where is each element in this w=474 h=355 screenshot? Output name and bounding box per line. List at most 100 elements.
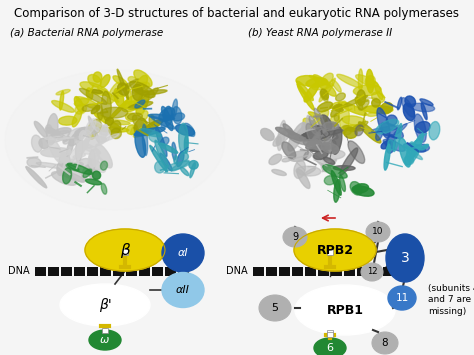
Ellipse shape xyxy=(319,78,336,102)
Ellipse shape xyxy=(302,122,305,131)
Ellipse shape xyxy=(155,140,168,168)
Ellipse shape xyxy=(380,103,392,114)
Ellipse shape xyxy=(80,137,106,148)
Ellipse shape xyxy=(73,154,85,158)
Ellipse shape xyxy=(82,165,90,179)
Ellipse shape xyxy=(79,131,85,140)
Ellipse shape xyxy=(372,332,398,354)
Ellipse shape xyxy=(361,263,383,281)
Ellipse shape xyxy=(330,115,339,124)
Ellipse shape xyxy=(5,70,225,210)
Ellipse shape xyxy=(334,107,343,111)
Ellipse shape xyxy=(132,115,151,135)
Ellipse shape xyxy=(383,139,405,151)
Ellipse shape xyxy=(323,165,347,178)
Ellipse shape xyxy=(135,100,145,108)
Bar xyxy=(305,267,316,276)
Ellipse shape xyxy=(384,144,390,170)
Ellipse shape xyxy=(27,158,41,168)
Ellipse shape xyxy=(337,74,362,88)
Ellipse shape xyxy=(134,70,152,87)
Bar xyxy=(383,267,394,276)
Ellipse shape xyxy=(148,114,174,120)
Ellipse shape xyxy=(275,127,304,141)
Bar xyxy=(331,267,342,276)
Ellipse shape xyxy=(159,143,178,153)
Ellipse shape xyxy=(353,184,368,193)
Ellipse shape xyxy=(134,127,165,136)
Ellipse shape xyxy=(36,162,67,169)
Ellipse shape xyxy=(89,148,99,167)
Ellipse shape xyxy=(60,284,150,326)
Ellipse shape xyxy=(172,160,189,171)
Ellipse shape xyxy=(334,180,340,202)
Ellipse shape xyxy=(173,113,184,121)
Ellipse shape xyxy=(304,168,316,175)
Ellipse shape xyxy=(46,114,58,145)
Bar xyxy=(253,267,264,276)
Ellipse shape xyxy=(303,118,316,132)
Ellipse shape xyxy=(339,101,349,133)
Ellipse shape xyxy=(322,160,337,172)
Ellipse shape xyxy=(60,91,64,110)
Ellipse shape xyxy=(114,88,124,107)
Text: RPB2: RPB2 xyxy=(317,244,354,257)
Ellipse shape xyxy=(98,87,118,102)
Text: 12: 12 xyxy=(367,268,377,277)
Ellipse shape xyxy=(162,234,204,272)
Ellipse shape xyxy=(339,175,346,191)
Ellipse shape xyxy=(348,141,365,163)
Ellipse shape xyxy=(297,81,313,100)
Text: αII: αII xyxy=(176,285,190,295)
Ellipse shape xyxy=(162,106,173,131)
Ellipse shape xyxy=(172,106,182,124)
Text: β: β xyxy=(120,242,130,257)
Ellipse shape xyxy=(386,234,424,282)
Ellipse shape xyxy=(332,127,342,154)
Ellipse shape xyxy=(410,103,435,112)
Text: 6: 6 xyxy=(327,343,334,353)
Ellipse shape xyxy=(294,121,313,140)
Ellipse shape xyxy=(429,121,440,140)
Ellipse shape xyxy=(316,139,329,154)
Ellipse shape xyxy=(336,93,346,101)
Ellipse shape xyxy=(155,127,167,157)
Bar xyxy=(357,267,368,276)
Ellipse shape xyxy=(45,136,68,140)
Ellipse shape xyxy=(48,138,63,163)
Ellipse shape xyxy=(358,122,381,143)
Ellipse shape xyxy=(282,158,291,162)
Bar xyxy=(113,267,124,276)
Ellipse shape xyxy=(75,137,83,162)
Ellipse shape xyxy=(91,90,102,93)
Ellipse shape xyxy=(300,131,329,141)
Ellipse shape xyxy=(329,129,332,142)
Ellipse shape xyxy=(330,102,339,108)
Ellipse shape xyxy=(101,128,110,142)
Ellipse shape xyxy=(149,132,161,142)
Ellipse shape xyxy=(323,122,339,130)
Ellipse shape xyxy=(82,136,90,153)
Ellipse shape xyxy=(306,124,322,151)
Ellipse shape xyxy=(149,115,155,125)
Ellipse shape xyxy=(82,130,91,142)
Ellipse shape xyxy=(56,89,70,95)
Bar xyxy=(327,249,333,255)
Ellipse shape xyxy=(52,172,77,185)
Ellipse shape xyxy=(39,138,49,149)
Ellipse shape xyxy=(321,89,328,99)
Ellipse shape xyxy=(320,91,328,102)
Ellipse shape xyxy=(126,113,137,121)
Ellipse shape xyxy=(130,82,155,98)
Ellipse shape xyxy=(109,120,130,125)
Ellipse shape xyxy=(160,137,169,146)
Ellipse shape xyxy=(75,127,99,135)
Ellipse shape xyxy=(83,169,92,178)
Ellipse shape xyxy=(189,160,198,169)
Ellipse shape xyxy=(288,133,309,144)
Ellipse shape xyxy=(324,130,343,135)
Ellipse shape xyxy=(388,140,394,150)
Ellipse shape xyxy=(367,113,378,116)
Ellipse shape xyxy=(372,99,380,107)
Ellipse shape xyxy=(128,113,142,120)
